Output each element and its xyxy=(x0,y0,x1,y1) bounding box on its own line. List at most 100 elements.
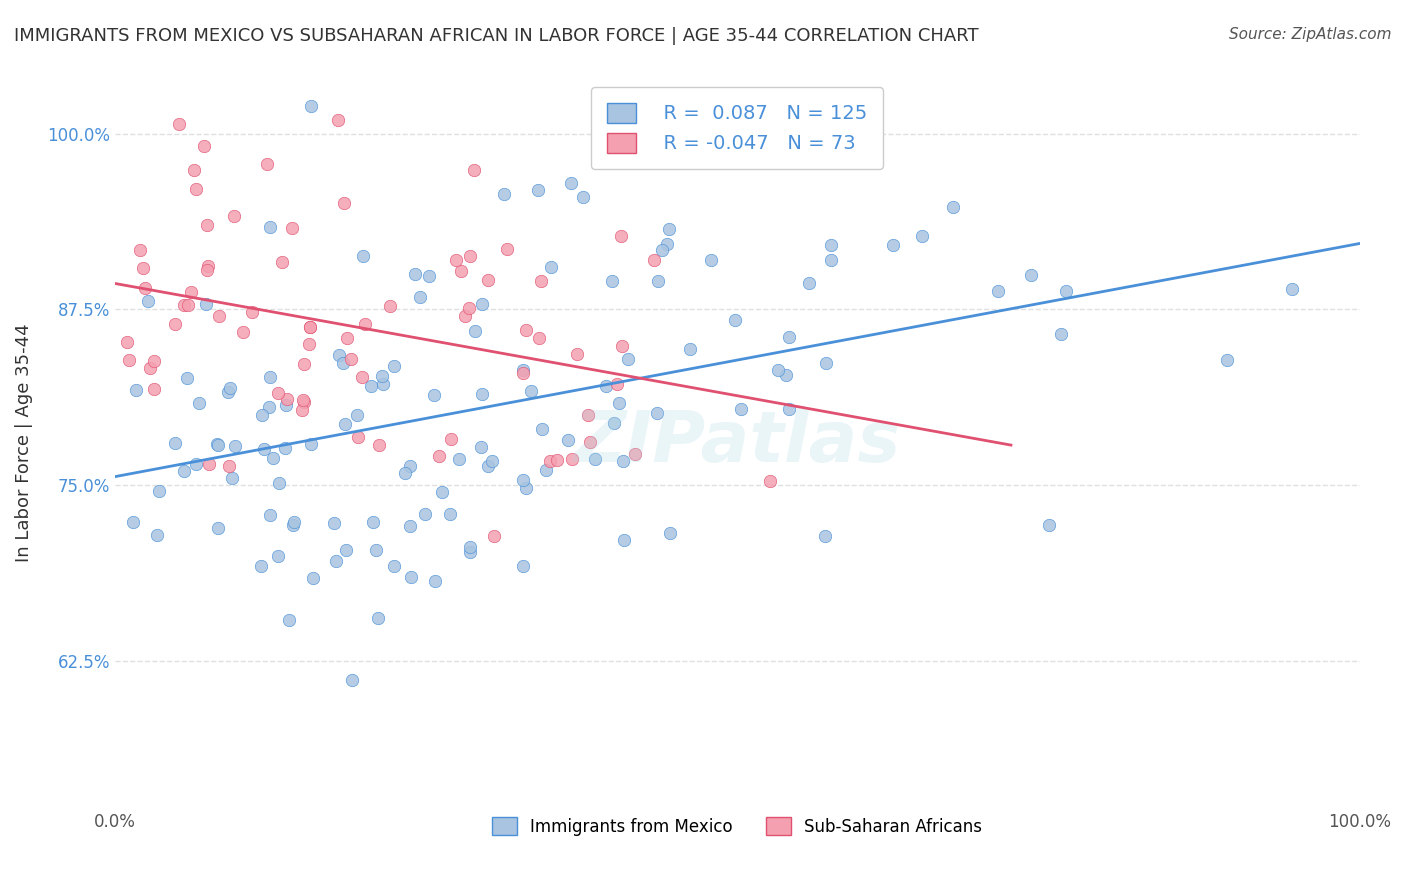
Point xyxy=(413,507,436,521)
Point xyxy=(399,459,422,474)
Point xyxy=(610,338,633,352)
Point xyxy=(458,545,481,559)
Point xyxy=(515,481,537,495)
Point xyxy=(418,269,440,284)
Point xyxy=(600,274,623,288)
Point xyxy=(987,284,1010,298)
Point xyxy=(409,290,432,304)
Point xyxy=(512,363,534,377)
Point xyxy=(352,370,374,384)
Point xyxy=(294,395,316,409)
Point xyxy=(167,117,190,131)
Point xyxy=(512,559,534,574)
Point xyxy=(606,376,628,391)
Point xyxy=(1038,518,1060,533)
Point xyxy=(184,182,207,196)
Point xyxy=(259,400,281,414)
Point xyxy=(495,243,517,257)
Point xyxy=(347,430,370,444)
Point xyxy=(274,441,297,455)
Point xyxy=(188,396,211,410)
Point xyxy=(382,558,405,573)
Point xyxy=(128,243,150,257)
Point xyxy=(224,439,246,453)
Point xyxy=(458,541,481,555)
Point xyxy=(270,255,292,269)
Point xyxy=(218,459,240,474)
Point xyxy=(778,402,800,417)
Point xyxy=(439,507,461,521)
Point xyxy=(322,516,344,530)
Point xyxy=(447,452,470,467)
Point xyxy=(576,408,599,422)
Point xyxy=(534,463,557,477)
Point xyxy=(520,384,543,398)
Point xyxy=(325,554,347,568)
Point xyxy=(298,320,321,334)
Point xyxy=(301,571,323,585)
Point xyxy=(422,388,444,402)
Point xyxy=(274,398,297,412)
Point xyxy=(136,293,159,308)
Point xyxy=(207,438,229,452)
Point xyxy=(775,368,797,383)
Point xyxy=(1281,282,1303,296)
Point xyxy=(299,98,322,112)
Point xyxy=(444,253,467,268)
Point xyxy=(380,299,402,313)
Point xyxy=(579,434,602,449)
Point xyxy=(399,570,422,584)
Point xyxy=(276,392,298,406)
Point xyxy=(394,466,416,480)
Point xyxy=(340,351,363,366)
Point xyxy=(679,342,702,356)
Point xyxy=(371,377,394,392)
Point xyxy=(814,529,837,543)
Point xyxy=(115,334,138,349)
Point xyxy=(657,114,679,128)
Point xyxy=(145,528,167,542)
Point xyxy=(910,229,932,244)
Point xyxy=(197,457,219,471)
Point xyxy=(610,228,633,243)
Point xyxy=(540,260,562,275)
Point xyxy=(658,222,681,236)
Point xyxy=(814,356,837,370)
Point xyxy=(440,432,463,446)
Point xyxy=(122,515,145,529)
Point xyxy=(259,370,281,384)
Point xyxy=(277,613,299,627)
Point xyxy=(291,392,314,407)
Point xyxy=(269,475,291,490)
Point xyxy=(207,521,229,535)
Point xyxy=(352,249,374,263)
Point xyxy=(298,319,321,334)
Point xyxy=(219,381,242,395)
Point xyxy=(259,219,281,234)
Point xyxy=(143,354,166,368)
Point xyxy=(367,438,389,452)
Point xyxy=(766,363,789,377)
Point xyxy=(647,274,669,288)
Point xyxy=(333,417,356,431)
Point xyxy=(477,459,499,474)
Point xyxy=(281,221,304,235)
Point xyxy=(232,325,254,339)
Point xyxy=(799,276,821,290)
Point xyxy=(367,611,389,625)
Point xyxy=(361,515,384,529)
Point xyxy=(484,529,506,543)
Point xyxy=(585,452,607,467)
Point xyxy=(148,483,170,498)
Point xyxy=(134,280,156,294)
Point xyxy=(253,442,276,457)
Point xyxy=(607,396,630,410)
Point xyxy=(572,190,595,204)
Point xyxy=(194,297,217,311)
Point xyxy=(360,379,382,393)
Point xyxy=(540,454,562,468)
Point xyxy=(197,259,219,273)
Point xyxy=(250,408,273,422)
Point xyxy=(512,474,534,488)
Point xyxy=(1050,326,1073,341)
